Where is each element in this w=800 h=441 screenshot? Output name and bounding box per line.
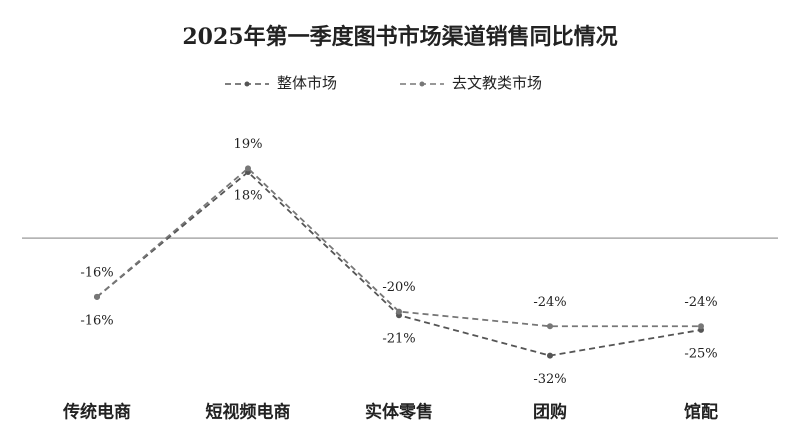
data-label: -16% bbox=[80, 265, 113, 280]
x-tick-label: 实体零售 bbox=[365, 402, 433, 423]
x-tick-label: 馆配 bbox=[684, 402, 718, 423]
series-line bbox=[96, 167, 701, 328]
data-point bbox=[94, 293, 100, 300]
data-point bbox=[547, 323, 553, 330]
data-label: -25% bbox=[684, 346, 717, 361]
data-point bbox=[698, 323, 704, 330]
legend-marker bbox=[419, 81, 425, 87]
x-tick-label: 传统电商 bbox=[62, 402, 131, 423]
data-label: -24% bbox=[533, 295, 566, 310]
data-label: -16% bbox=[80, 313, 113, 328]
data-label: 19% bbox=[234, 137, 263, 152]
legend-label: 整体市场 bbox=[277, 74, 337, 92]
data-point bbox=[245, 165, 251, 172]
legend-marker bbox=[244, 81, 250, 87]
x-tick-label: 短视频电商 bbox=[206, 402, 291, 423]
data-label: -24% bbox=[684, 295, 717, 310]
data-label: -32% bbox=[533, 372, 566, 387]
chart-title: 2025年第一季度图书市场渠道销售同比情况 bbox=[182, 24, 617, 50]
legend-label: 去文教类市场 bbox=[452, 74, 542, 92]
data-point bbox=[396, 308, 402, 315]
data-label: -20% bbox=[382, 280, 415, 295]
data-point bbox=[547, 352, 553, 359]
data-label: -21% bbox=[382, 332, 415, 347]
data-label: 18% bbox=[234, 189, 263, 204]
x-tick-label: 团购 bbox=[533, 402, 567, 423]
